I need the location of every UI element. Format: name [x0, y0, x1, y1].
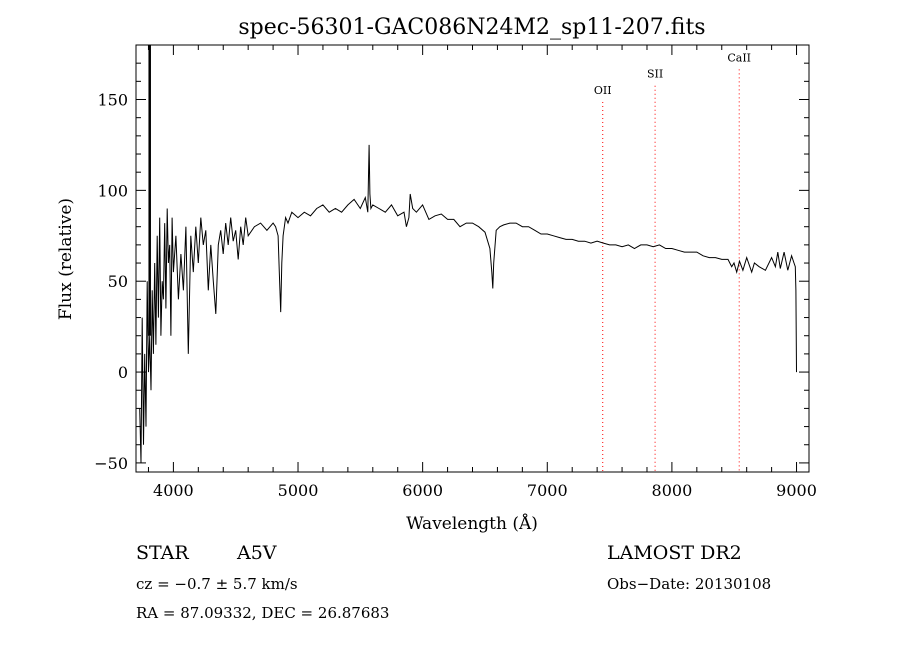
redshift-text: cz = −0.7 ± 5.7 km/s: [136, 575, 298, 593]
x-tick-label: 7000: [527, 481, 568, 500]
x-tick-label: 9000: [776, 481, 817, 500]
spectrum-line: [139, 144, 797, 463]
y-axis-label: Flux (relative): [56, 198, 76, 320]
line-marker-label: SII: [647, 68, 663, 81]
x-axis-label: Wavelength (Å): [406, 513, 538, 534]
line-marker-label: CaII: [727, 51, 751, 64]
y-tick-label: −50: [94, 454, 128, 473]
coordinates-text: RA = 87.09332, DEC = 26.87683: [136, 604, 390, 622]
axis-ticks: 4000 5000 6000 7000 8000 9000 −50 0 50 100 150: [94, 45, 817, 500]
object-class: STAR: [136, 542, 189, 564]
x-tick-label: 5000: [278, 481, 319, 500]
x-tick-label: 4000: [153, 481, 194, 500]
plot-frame: [135, 44, 810, 473]
survey-name: LAMOST DR2: [607, 542, 742, 564]
line-marker-label: OII: [594, 84, 612, 97]
x-tick-label: 6000: [402, 481, 443, 500]
line-markers: OII SII CaII: [148, 45, 751, 472]
chart-title: spec-56301-GAC086N24M2_sp11-207.fits: [238, 15, 705, 40]
object-subclass: A5V: [237, 542, 277, 564]
obs-date: Obs−Date: 20130108: [607, 575, 772, 593]
y-tick-label: 0: [118, 363, 128, 382]
x-tick-label: 8000: [652, 481, 693, 500]
y-tick-label: 100: [97, 181, 128, 200]
y-tick-label: 150: [97, 91, 128, 110]
y-tick-label: 50: [108, 272, 128, 291]
